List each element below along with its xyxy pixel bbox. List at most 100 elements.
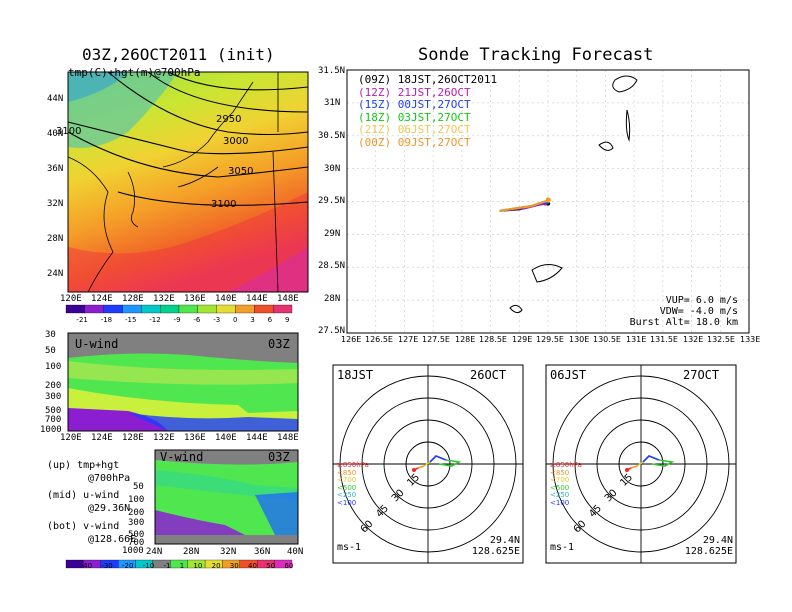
warm-region: [68, 192, 308, 292]
colorbar-label: -18: [100, 316, 113, 324]
uwind-purple-region: [68, 408, 168, 431]
hodo-right-date: 27OCT: [683, 368, 720, 382]
colorbar-label: 1: [179, 562, 185, 570]
hodo-origin-point: [625, 468, 629, 472]
island-outline: [531, 264, 563, 283]
track-map-plot: [346, 69, 750, 334]
colorbar-label: -40: [80, 562, 93, 570]
hodo-right-levels: ≥850hPa <850 <700 <500 <250 <100: [550, 461, 582, 507]
hodo-trace: [429, 455, 447, 463]
vwind-xtick: 24N: [146, 547, 163, 557]
uwind-xtick: 132E: [153, 433, 175, 443]
legend-left-line: (mid) u-wind: [47, 490, 120, 501]
colorbar-label: -15: [124, 316, 137, 324]
map700-xtick: 144E: [246, 294, 268, 304]
track-xtick: 126E: [341, 335, 362, 344]
track-xtick: 129E: [512, 335, 533, 344]
hodo-right-position: 29.4N 128.625E: [667, 535, 733, 557]
track-ytick: 29.5N: [318, 196, 346, 206]
level-label: <100: [550, 498, 570, 507]
hodo-trace: [651, 459, 675, 467]
hodo-ring: [552, 375, 730, 553]
track-legend-item: (09Z) 18JST,26OCT2011: [358, 73, 498, 86]
colorbar-label: 50: [266, 562, 276, 570]
track-xtick: 131E: [626, 335, 647, 344]
uwind-xtick: 140E: [215, 433, 237, 443]
colorbar-swatch: [160, 304, 180, 314]
colorbar-swatch: [254, 304, 274, 314]
hodo-right-unit: ms-1: [550, 542, 575, 553]
contour-label: 3100: [56, 126, 81, 137]
colorbar-label: 40: [247, 562, 257, 570]
colorbar-label: 20: [211, 562, 221, 570]
level-label: <850: [550, 468, 570, 477]
map700-plot: 2950 3000 3050 3100 3100: [56, 71, 309, 293]
hodo-ring: [361, 397, 495, 531]
hodo-right-time: 06JST: [550, 368, 587, 382]
colorbar-swatch: [235, 304, 255, 314]
level-label: ≥850hPa: [550, 461, 582, 469]
uwind-ytick: 30: [45, 330, 56, 340]
vwind-ytick: 100: [128, 495, 145, 505]
uwind-ytick: 500: [45, 406, 62, 416]
uwind-blue-region: [128, 413, 298, 431]
uwind-ytick: 300: [45, 392, 62, 402]
vwind-xtick: 40N: [287, 547, 304, 557]
coastline-china: [67, 156, 114, 293]
init-title: 03Z,26OCT2011 (init): [82, 45, 275, 64]
track-legend-item: (21Z) 06JST,27OCT: [358, 123, 471, 136]
contour-line: [167, 71, 309, 91]
uwind-ytick: 100: [45, 362, 62, 372]
hodo-left-lat: 29.4N: [489, 535, 520, 546]
track-xtick: 128.5E: [479, 335, 507, 344]
hot-core: [228, 247, 308, 292]
level-label: <700: [550, 476, 570, 484]
hodo-left-unit: ms-1: [337, 542, 362, 553]
legend-left-line: (bot) v-wind: [47, 521, 120, 532]
track-xtick: 129.5E: [536, 335, 564, 344]
map700-ytick: 36N: [47, 164, 64, 174]
hodo-left-position: 29.4N 128.625E: [454, 535, 520, 557]
uwind-xtick: 144E: [246, 433, 268, 443]
colorbar-label: 3: [250, 316, 255, 324]
hodo-trace: [630, 465, 638, 469]
track-info-line: VUP= 6.0 m/s: [665, 295, 738, 306]
hodo-trace: [423, 461, 431, 467]
track-endpoint: [545, 197, 551, 202]
track-xtick: 127E: [398, 335, 419, 344]
vwind-ytick: 300: [128, 518, 145, 528]
colorbar-swatch: [274, 559, 293, 569]
map700-xtick: 132E: [153, 294, 175, 304]
track-legend: (09Z) 18JST,26OCT2011 (12Z) 21JST,26OCT …: [358, 73, 498, 149]
contour-line: [67, 131, 309, 178]
colorbar-label: -10: [142, 562, 155, 570]
colorbar-swatch: [103, 304, 123, 314]
track-legend-item: (15Z) 00JST,27OCT: [358, 98, 471, 111]
vwind-blue-region: [255, 492, 298, 535]
legend-left-line: @128.66E: [88, 534, 137, 545]
track-ytick: 31N: [324, 98, 341, 108]
track-xtick: 132E: [683, 335, 704, 344]
map700-xtick: 140E: [215, 294, 237, 304]
vwind-ytick: 1000: [122, 546, 144, 556]
vwind-surface: [155, 535, 298, 544]
colorbar-label: 6: [267, 316, 273, 324]
contour-line: [67, 121, 309, 155]
vwind-xtick: 28N: [183, 547, 200, 557]
colorbar-swatch: [273, 304, 293, 314]
colorbar-label: 30: [229, 562, 239, 570]
colorbar-label: -6: [193, 316, 201, 324]
map700-ytick: 28N: [47, 234, 64, 244]
track-legend-item: (12Z) 21JST,26OCT: [358, 85, 471, 99]
island-outline: [509, 304, 523, 314]
hodo-left-time: 18JST: [337, 368, 374, 382]
hodo-ring: [596, 419, 686, 509]
map700-xtick: 136E: [184, 294, 206, 304]
contour-label: 2950: [216, 114, 241, 125]
map700-xtick: 124E: [91, 294, 113, 304]
uwind-frame: [67, 332, 299, 432]
legend-left-line: @700hPa: [88, 473, 131, 484]
track-ytick: 27.5N: [318, 326, 346, 336]
hodo-right-lat: 29.4N: [702, 535, 733, 546]
